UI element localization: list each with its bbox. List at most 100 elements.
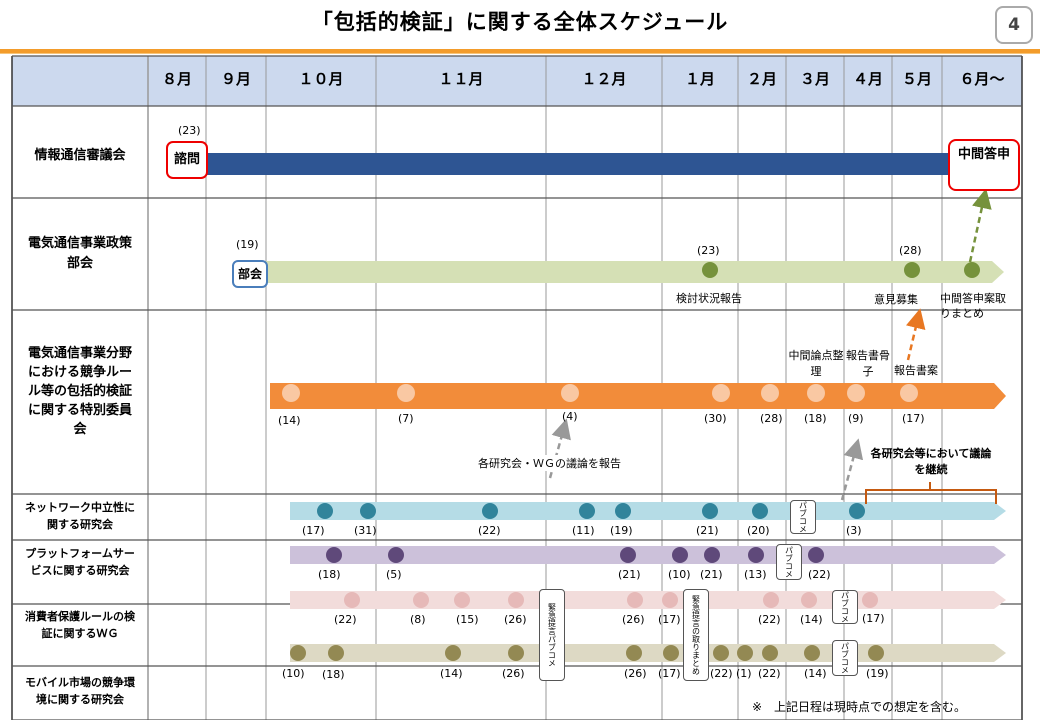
platform-bar — [290, 546, 1006, 564]
title-rule — [0, 49, 1040, 53]
consult-date: (23) — [178, 124, 201, 137]
date-label: (1) — [736, 667, 752, 680]
policy-date-1: (23) — [697, 244, 720, 257]
network-dot — [752, 503, 768, 519]
mobile-dot — [737, 645, 753, 661]
row-label-special: 電気通信事業分野における競争ルール等の包括的検証に関する特別委員会 — [27, 346, 132, 437]
date-label: (22) — [808, 568, 831, 581]
title-rule-thin — [0, 53, 1040, 54]
date-label: (28) — [760, 412, 783, 425]
platform-dot — [388, 547, 404, 563]
special-dot — [712, 384, 730, 402]
network-dot — [849, 503, 865, 519]
row-label-platform: プラットフォームサービスに関する研究会 — [25, 547, 135, 577]
policy-start-box: 部会 — [232, 260, 268, 288]
policy-dot — [904, 262, 920, 278]
network-dot — [360, 503, 376, 519]
pubcom-box-network: パブコメ — [790, 500, 816, 534]
date-label: (21) — [696, 524, 719, 537]
policy-dot — [702, 262, 718, 278]
date-label: (20) — [747, 524, 770, 537]
special-dot — [847, 384, 865, 402]
mobile-dot — [445, 645, 461, 661]
date-label: (14) — [440, 667, 463, 680]
pubcom-box-platform: パブコメ — [776, 544, 802, 580]
date-label: (13) — [744, 568, 767, 581]
platform-dot — [672, 547, 688, 563]
report-outline-label: 報告書骨子 — [846, 349, 890, 378]
mobile-dot — [328, 645, 344, 661]
header-fill — [12, 56, 1022, 106]
date-label: (19) — [866, 667, 889, 680]
date-label: (22) — [478, 524, 501, 537]
consumer-dot — [862, 592, 878, 608]
footnote: ※ 上記日程は現時点での想定を含む。 — [752, 700, 967, 714]
consumer-dot — [344, 592, 360, 608]
month-header: １０月 — [298, 70, 344, 88]
row-label-council: 情報通信審議会 — [34, 148, 126, 163]
report-draft-label: 報告書案 — [894, 364, 938, 377]
consumer-dot — [662, 592, 678, 608]
consult-box: 諮問 — [166, 141, 208, 179]
green-dashed-arrow — [968, 188, 992, 263]
special-dot — [807, 384, 825, 402]
study-report-label: 検討状況報告 — [676, 292, 742, 305]
special-dot — [397, 384, 415, 402]
month-header: ８月 — [161, 70, 192, 88]
network-dot — [482, 503, 498, 519]
month-header: １２月 — [581, 70, 627, 88]
date-label: (17) — [658, 613, 681, 626]
urgent-proposal-box: 緊急提言パブコメ — [539, 589, 565, 681]
platform-dot — [808, 547, 824, 563]
network-dot — [702, 503, 718, 519]
draft-summary-label: 中間答申案取りまとめ — [940, 292, 1006, 320]
special-dot — [900, 384, 918, 402]
special-dot — [561, 384, 579, 402]
date-label: (21) — [700, 568, 723, 581]
mobile-bar — [290, 644, 1006, 662]
gray-dashed-arrow-2 — [840, 438, 864, 501]
month-header: １月 — [684, 70, 715, 88]
month-header: ９月 — [220, 70, 251, 88]
policy-bar — [262, 261, 1004, 283]
platform-dot — [704, 547, 720, 563]
network-dot — [317, 503, 333, 519]
pubcom-box-mobile: パブコメ — [832, 640, 858, 676]
date-label: (22) — [334, 613, 357, 626]
mobile-dot — [663, 645, 679, 661]
platform-dot — [620, 547, 636, 563]
date-label: (31) — [354, 524, 377, 537]
month-header: ５月 — [901, 70, 932, 88]
date-label: (14) — [278, 414, 301, 427]
date-label: (21) — [618, 568, 641, 581]
date-label: (30) — [704, 412, 727, 425]
page-title: 「包括的検証」に関する全体スケジュール — [311, 10, 729, 34]
network-dot — [579, 503, 595, 519]
row-label-network: ネットワーク中立性に関する研究会 — [25, 501, 135, 531]
date-label: (15) — [456, 613, 479, 626]
date-label: (5) — [386, 568, 402, 581]
policy-start-date: (19) — [236, 238, 259, 251]
mobile-dot — [290, 645, 306, 661]
interim-report-box: 中間答申 — [948, 139, 1020, 191]
consumer-dot — [801, 592, 817, 608]
platform-dot — [748, 547, 764, 563]
date-label: (19) — [610, 524, 633, 537]
date-label: (3) — [846, 524, 862, 537]
mobile-dot — [626, 645, 642, 661]
date-label: (22) — [758, 613, 781, 626]
date-label: (14) — [804, 667, 827, 680]
row-label-policy: 電気通信事業政策部会 — [27, 236, 132, 271]
mobile-dot — [508, 645, 524, 661]
special-bar — [270, 383, 1006, 409]
policy-date-2: (28) — [899, 244, 922, 257]
urgent-summary-box: 緊急提言の取りまとめ — [683, 589, 709, 681]
date-label: (9) — [848, 412, 864, 425]
date-label: (26) — [624, 667, 647, 680]
date-label: (17) — [862, 612, 885, 625]
month-header: ６月～ — [959, 70, 1005, 88]
date-label: (17) — [658, 667, 681, 680]
continue-label: 各研究会等において議論を継続 — [870, 447, 992, 476]
network-dot — [615, 503, 631, 519]
consumer-dot — [508, 592, 524, 608]
